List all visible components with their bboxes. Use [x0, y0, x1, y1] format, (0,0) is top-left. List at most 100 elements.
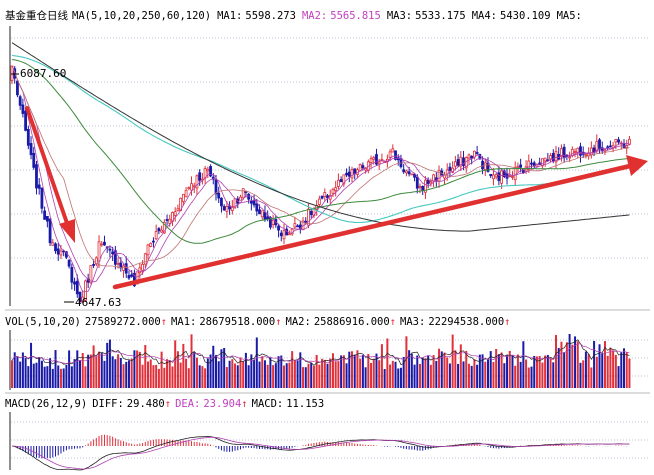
volume-bar — [190, 334, 193, 388]
volume-bar — [459, 344, 462, 388]
candle — [502, 169, 506, 179]
volume-bar — [394, 361, 397, 388]
candle — [347, 166, 351, 183]
candle — [342, 174, 346, 187]
volume-bar — [266, 364, 269, 388]
downtrend-arrow-head — [59, 219, 75, 243]
volume-bar — [106, 342, 109, 388]
volume-bar — [30, 342, 33, 388]
macd-lines — [11, 435, 630, 471]
volume-bar — [21, 352, 24, 388]
volume-bar — [299, 352, 302, 388]
volume-bar — [255, 337, 258, 388]
volume-bar — [601, 353, 604, 388]
volume-bar — [27, 366, 30, 388]
volume-bar — [296, 360, 299, 388]
volume-bar — [103, 360, 106, 388]
candle — [331, 187, 335, 198]
volume-bar — [242, 361, 245, 388]
candle — [149, 242, 153, 248]
volume-bar — [176, 351, 179, 388]
volume-bar — [174, 340, 177, 388]
volume-bar — [57, 365, 60, 388]
candle — [116, 257, 120, 269]
volume-bar — [470, 365, 473, 388]
volume-bar — [457, 363, 460, 388]
volume-bar — [318, 364, 321, 388]
candle — [391, 144, 395, 153]
volume-bar — [114, 359, 117, 388]
volume-bar — [89, 354, 92, 388]
volume-bar — [342, 355, 345, 388]
volume-bar — [152, 365, 155, 388]
volume-bar — [236, 365, 239, 388]
volume-bar — [443, 352, 446, 388]
candle — [111, 246, 115, 262]
candle — [233, 198, 237, 209]
volume-value: 27589272.000 — [85, 316, 161, 328]
candle — [29, 136, 33, 160]
volume-bar — [157, 368, 160, 388]
volume-bar — [530, 366, 533, 388]
candle — [48, 218, 52, 246]
volume-bar — [397, 368, 400, 388]
volume-bar — [440, 351, 443, 388]
volume-bar — [215, 354, 217, 388]
candle — [296, 224, 300, 228]
volume-bar — [405, 336, 408, 388]
volume-bar — [62, 368, 65, 388]
volume-bar — [595, 356, 598, 388]
volume-bar — [497, 354, 500, 388]
candle — [220, 197, 223, 213]
volume-bar — [111, 356, 114, 388]
candle — [402, 164, 406, 174]
volume-bar — [11, 360, 13, 388]
volume-bar — [361, 354, 364, 388]
volume-bar — [76, 350, 79, 388]
volume-bar — [217, 361, 220, 388]
volume-bar — [383, 368, 386, 388]
candle — [209, 164, 212, 178]
volume-bar — [484, 361, 487, 388]
volume-bar — [95, 356, 98, 388]
volume-bar — [429, 364, 432, 388]
volume-bar — [51, 368, 54, 388]
ma5-label: MA5: — [557, 10, 582, 22]
candle — [37, 178, 41, 195]
volume-bar — [427, 355, 430, 388]
volume-bar — [614, 354, 617, 388]
volume-bars — [11, 334, 631, 388]
volume-params: VOL(5,10,20) — [5, 316, 81, 328]
volume-bar — [310, 362, 313, 388]
candle — [108, 245, 112, 258]
candle — [489, 173, 493, 179]
candle — [165, 214, 169, 226]
volume-bar — [272, 365, 275, 388]
candle — [467, 153, 471, 164]
candle — [70, 263, 74, 290]
volume-bar — [593, 340, 596, 388]
volume-bar — [598, 344, 601, 388]
volume-bar — [263, 360, 266, 388]
volume-bar — [380, 344, 383, 388]
low-price-label: 4647.63 — [75, 296, 121, 309]
volume-bar — [334, 361, 337, 388]
volume-bar — [465, 350, 468, 388]
volume-bar — [253, 359, 256, 388]
volume-bar — [535, 356, 538, 388]
volume-bar — [402, 356, 405, 388]
macd-value: 11.153 — [286, 398, 324, 410]
candle — [519, 158, 523, 173]
candle — [549, 152, 552, 163]
diff-value: 29.480 — [127, 398, 165, 410]
volume-bar — [492, 361, 495, 388]
moving-average-lines — [11, 42, 630, 293]
volume-bar — [204, 368, 207, 388]
high-price-label: 6087.60 — [20, 67, 66, 80]
volume-bar — [432, 355, 435, 388]
volume-bar — [410, 353, 413, 388]
candle — [369, 155, 373, 168]
volume-bar — [446, 357, 449, 388]
ma1-label: MA1: — [217, 10, 242, 22]
volume-bar — [212, 345, 215, 388]
